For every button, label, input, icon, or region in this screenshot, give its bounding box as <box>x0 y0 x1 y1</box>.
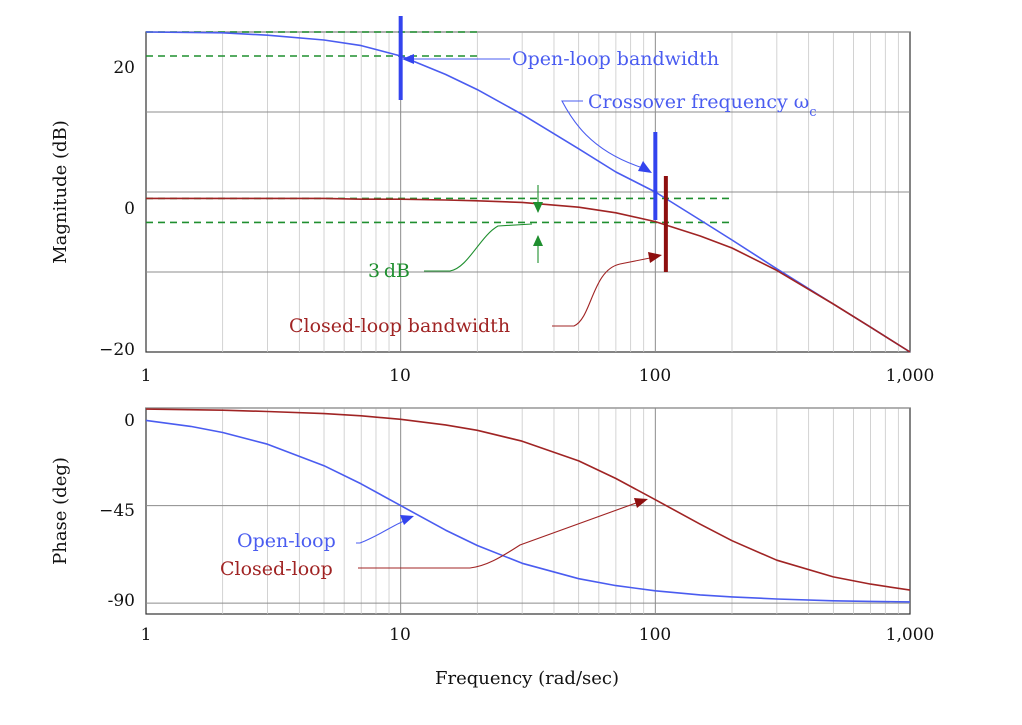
open-bw-label: Open-loop bandwidth <box>512 48 719 70</box>
phase-x-tick-label: 1 <box>141 625 152 645</box>
phase-series <box>145 408 911 603</box>
phase-x-tick-label: 1,000 <box>886 625 935 645</box>
three-db-bottom-arrowhead <box>533 235 543 246</box>
phase-y-tick-label: −45 <box>99 501 135 521</box>
phase-open-arrowhead <box>400 515 414 525</box>
crossover-arrowhead <box>638 161 652 173</box>
magnitude-markers <box>398 16 668 272</box>
three-db-top-arrowhead <box>533 202 543 213</box>
open-bw-arrowhead <box>402 54 414 64</box>
phase-plot-frame <box>145 407 911 615</box>
closed-loop-series-line <box>146 197 911 353</box>
phase-y-ticks: 0 −45 -90 <box>99 411 135 611</box>
mag-x-tick-label: 100 <box>639 366 671 386</box>
three-db-leader-line <box>424 223 533 272</box>
crossover-annotation: Crossover frequency ωc <box>561 91 817 173</box>
phase-panel: 0 −45 -90 1 10 100 1,000 Phase (deg) Fre… <box>50 407 935 689</box>
open-loop-bandwidth-annotation: Open-loop bandwidth <box>402 48 719 70</box>
phase-open-leader-line <box>356 520 405 544</box>
phase-closed-loop-label: Closed-loop <box>220 558 333 580</box>
phase-closed-leader-line <box>358 502 637 569</box>
phase-x-ticks: 1 10 100 1,000 <box>141 625 935 645</box>
phase-x-tick-label: 100 <box>639 625 671 645</box>
open-loop-series-line <box>145 31 911 353</box>
closed-bw-arrowhead <box>648 252 662 263</box>
closed-bw-label: Closed-loop bandwidth <box>289 315 510 337</box>
phase-closed-loop-annotation: Closed-loop <box>220 498 648 580</box>
magnitude-grid <box>146 31 910 352</box>
magnitude-y-ticks: 20 0 −20 <box>99 58 135 360</box>
mag-x-tick-label: 10 <box>389 366 411 386</box>
phase-y-axis-label: Phase (deg) <box>50 457 71 565</box>
phase-closed-arrowhead <box>634 498 648 508</box>
magnitude-y-axis-label: Magnitude (dB) <box>50 120 71 264</box>
mag-y-tick-label: −20 <box>99 340 135 360</box>
crossover-leader-line <box>561 100 641 168</box>
crossover-label: Crossover frequency ωc <box>588 91 817 120</box>
open-loop-series-line <box>145 419 911 603</box>
mag-y-tick-label: 0 <box>124 199 135 219</box>
phase-grid <box>146 407 910 614</box>
phase-open-loop-annotation: Open-loop <box>237 515 414 552</box>
phase-x-tick-label: 10 <box>389 625 411 645</box>
phase-open-loop-label: Open-loop <box>237 530 336 552</box>
closed-bw-leader-line <box>552 257 651 327</box>
magnitude-series <box>145 31 911 353</box>
magnitude-panel: 20 0 −20 1 10 100 1,000 Magnitude (dB) O… <box>50 16 934 386</box>
mag-x-tick-label: 1 <box>141 366 152 386</box>
three-db-label: 3 dB <box>368 260 410 282</box>
phase-y-tick-label: -90 <box>108 591 135 611</box>
magnitude-x-ticks: 1 10 100 1,000 <box>141 366 935 386</box>
frequency-x-axis-label: Frequency (rad/sec) <box>435 668 619 689</box>
mag-x-tick-label: 1,000 <box>886 366 935 386</box>
phase-y-tick-label: 0 <box>124 411 135 431</box>
mag-y-tick-label: 20 <box>113 58 135 78</box>
closed-loop-series-line <box>145 408 911 591</box>
closed-loop-bandwidth-annotation: Closed-loop bandwidth <box>289 252 662 337</box>
three-db-annotation: 3 dB <box>368 185 543 282</box>
